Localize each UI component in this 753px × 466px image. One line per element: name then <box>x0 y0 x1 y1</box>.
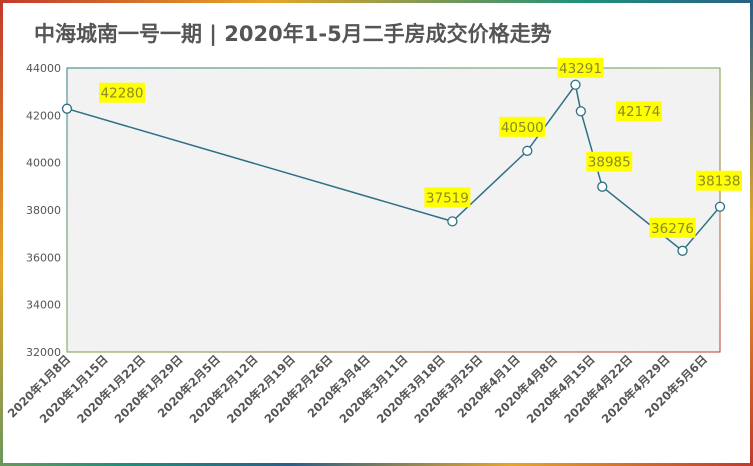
x-tick-label: 2020年1月8日 <box>5 352 73 420</box>
y-tick-label: 40000 <box>26 157 61 170</box>
series-line <box>66 82 721 252</box>
data-label-box <box>424 187 471 208</box>
data-label-box <box>499 116 546 137</box>
x-tick-label: 2020年4月29日 <box>599 352 673 426</box>
data-label-box <box>615 101 662 122</box>
data-label: 40500 <box>501 120 544 136</box>
x-tick-label: 2020年3月11日 <box>336 352 410 426</box>
data-point <box>677 245 688 256</box>
data-label-box <box>696 170 742 191</box>
data-point <box>61 103 73 114</box>
x-tick-label: 2020年4月15日 <box>524 352 598 426</box>
x-tick-label: 2020年3月25日 <box>411 352 485 426</box>
x-tick-label: 2020年1月22日 <box>74 352 148 426</box>
y-tick-label: 38000 <box>26 204 61 217</box>
x-tick-label: 2020年3月18日 <box>374 352 448 426</box>
data-label-box <box>557 57 604 78</box>
data-point <box>575 106 586 117</box>
y-tick-label: 32000 <box>26 346 61 359</box>
plot-area <box>66 67 721 353</box>
data-point <box>522 145 533 156</box>
x-tick-label: 2020年1月15日 <box>37 352 111 426</box>
data-label: 38138 <box>698 174 741 190</box>
data-label: 38985 <box>588 155 631 171</box>
data-point <box>570 79 581 90</box>
y-tick-label: 36000 <box>26 251 61 264</box>
data-label: 36276 <box>651 221 694 237</box>
y-tick-label: 34000 <box>26 299 61 312</box>
data-label-box <box>99 82 145 103</box>
data-label: 43291 <box>559 61 602 77</box>
y-tick-label: 42000 <box>26 109 61 122</box>
x-tick-label: 2020年2月19日 <box>224 352 298 426</box>
data-label: 37519 <box>426 190 469 206</box>
x-tick-label: 2020年2月26日 <box>261 352 335 426</box>
y-tick-label: 44000 <box>26 62 61 75</box>
x-tick-label: 2020年4月22日 <box>561 352 635 426</box>
data-point <box>597 181 608 192</box>
data-label-box <box>586 151 633 172</box>
data-point <box>447 216 458 227</box>
x-tick-label: 2020年2月12日 <box>187 352 261 426</box>
data-label-box <box>649 217 696 238</box>
data-label: 42174 <box>617 104 660 120</box>
x-tick-label: 2020年1月29日 <box>112 352 186 426</box>
chart-title: 中海城南一号一期 | 2020年1-5月二手房成交价格走势 <box>34 22 552 46</box>
data-point <box>714 201 726 212</box>
data-label: 42280 <box>101 86 144 102</box>
